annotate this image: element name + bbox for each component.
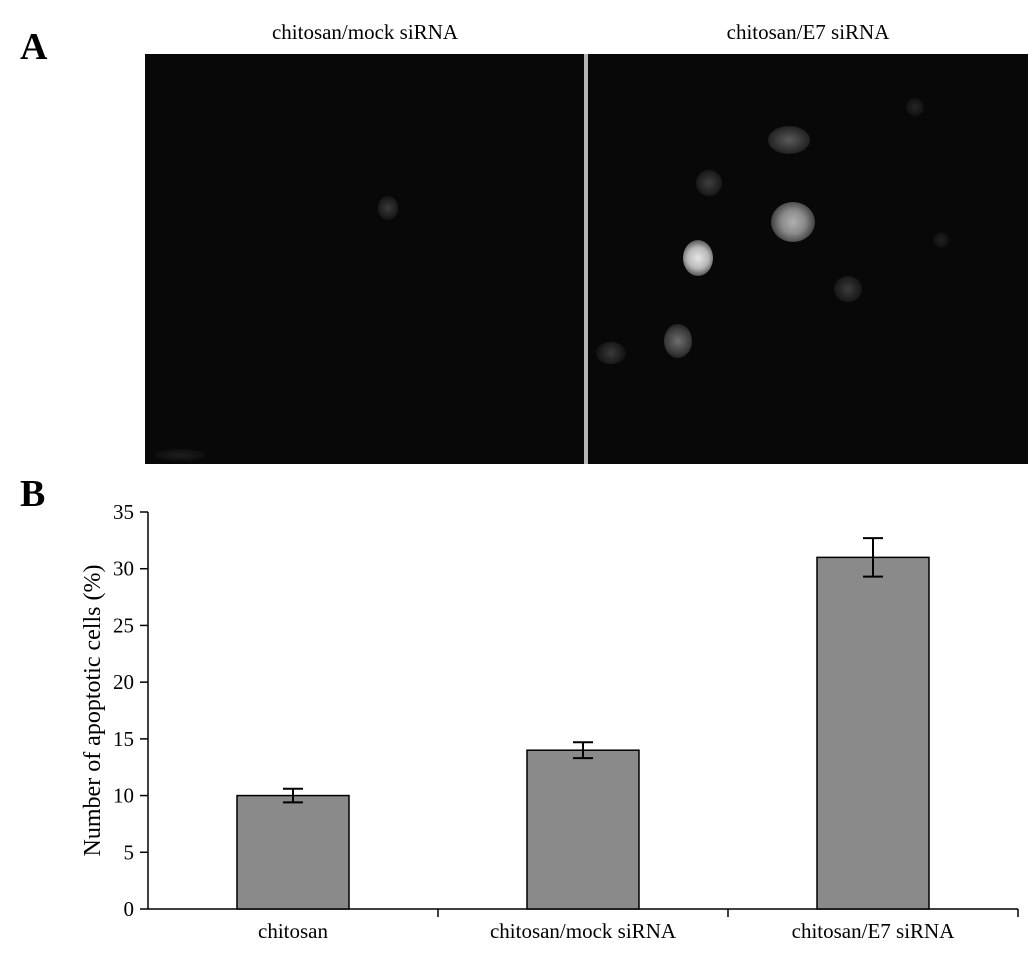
panel-a-letter: A	[20, 26, 48, 68]
stained-nucleus	[933, 232, 949, 248]
micrograph-title-mock: chitosan/mock siRNA	[271, 20, 459, 44]
stained-nucleus	[378, 196, 398, 220]
y-axis-label: Number of apoptotic cells (%)	[80, 565, 106, 857]
y-tick-label: 30	[113, 557, 134, 581]
y-tick-label: 35	[113, 500, 134, 524]
bar	[236, 794, 350, 910]
stained-nucleus	[664, 324, 692, 358]
stained-nucleus	[768, 126, 810, 154]
x-category-label: chitosan/mock siRNA	[490, 919, 677, 943]
panel-b-letter: B	[20, 473, 46, 515]
micrograph-title-e7: chitosan/E7 siRNA	[726, 20, 890, 44]
micrograph-mock-sirna	[145, 54, 585, 464]
stained-nucleus	[834, 276, 862, 302]
stained-nucleus	[155, 449, 205, 461]
micrograph-divider	[584, 54, 588, 464]
stained-nucleus	[771, 202, 815, 242]
y-tick-label: 0	[124, 897, 135, 921]
micrograph-e7-sirna	[588, 54, 1028, 464]
stained-nucleus	[906, 98, 924, 116]
y-tick-label: 15	[113, 727, 134, 751]
bar	[526, 749, 640, 910]
x-category-label: chitosan	[258, 919, 328, 943]
x-category-label: chitosan/E7 siRNA	[792, 919, 956, 943]
y-tick-label: 20	[113, 670, 134, 694]
stained-nucleus	[683, 240, 713, 276]
y-tick-label: 5	[124, 840, 135, 864]
stained-nucleus	[696, 170, 722, 196]
stained-nucleus	[596, 342, 626, 364]
y-tick-label: 10	[113, 784, 134, 808]
y-tick-label: 25	[113, 613, 134, 637]
bar	[816, 556, 930, 910]
